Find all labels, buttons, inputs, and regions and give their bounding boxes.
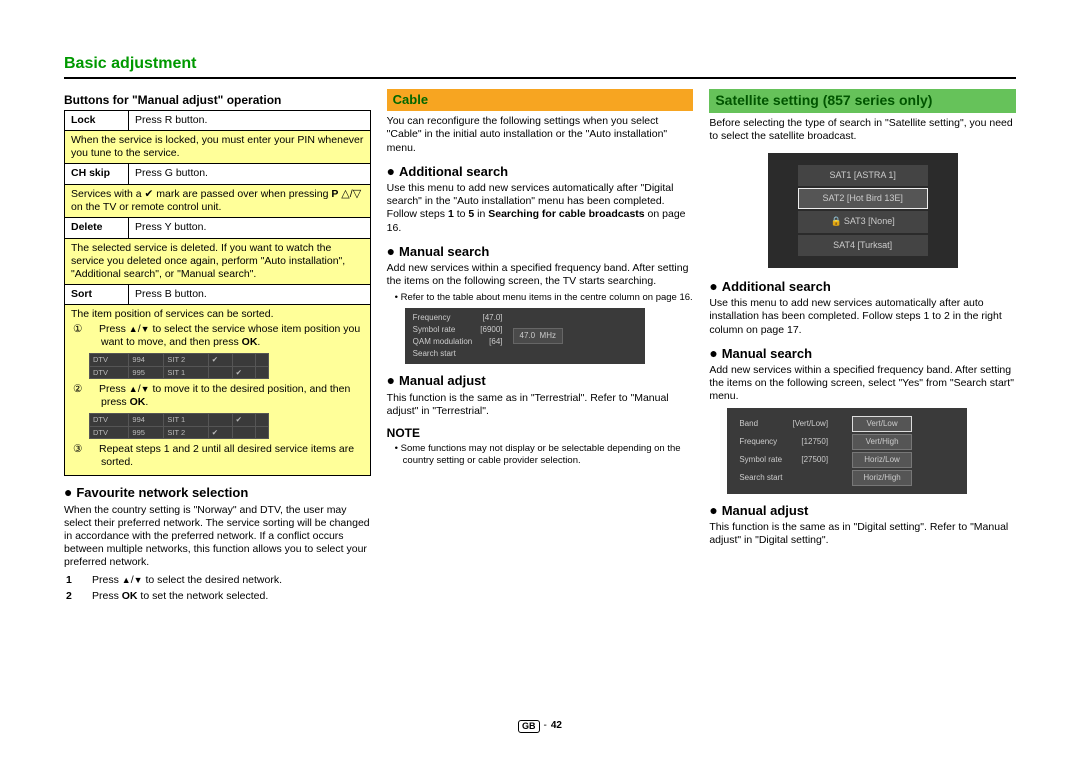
delete-action: Press Y button.: [129, 218, 371, 238]
band-option[interactable]: Horiz/High: [852, 470, 912, 486]
page-title: Basic adjustment: [64, 54, 1016, 79]
column-center: Cable You can reconfigure the following …: [387, 89, 694, 712]
band-option[interactable]: Horiz/Low: [852, 452, 912, 468]
spec-heading: Buttons for "Manual adjust" operation: [64, 93, 371, 108]
dtv-table-1: DTV994SIT 2✔DTV995SIT 1✔: [89, 353, 269, 379]
satellite-intro: Before selecting the type of search in "…: [709, 117, 1016, 143]
cable-freq-box: Frequency[47.0]Symbol rate[6900]QAM modu…: [405, 308, 645, 364]
cable-intro: You can reconfigure the following settin…: [387, 115, 694, 154]
delete-label: Delete: [65, 218, 129, 238]
page: Basic adjustment Buttons for "Manual adj…: [0, 0, 1080, 763]
chskip-action: Press G button.: [129, 164, 371, 184]
favnet-step2: 2Press OK to set the network selected.: [80, 590, 371, 603]
band-table: Band[Vert/Low]Frequency[12750]Symbol rat…: [733, 414, 834, 488]
sort-label: Sort: [65, 284, 129, 304]
favnet-down-icon: [134, 574, 143, 586]
satellite-item[interactable]: 🔒SAT3 [None]: [798, 211, 928, 232]
band-option[interactable]: Vert/Low: [852, 416, 912, 432]
sort-up-icon: [129, 323, 138, 335]
sort-down-icon-2: [141, 383, 150, 395]
satellite-item[interactable]: SAT2 [Hot Bird 13E]: [798, 188, 928, 209]
p-down-icon: [353, 188, 361, 200]
cable-mansearch-body: Add new services within a specified freq…: [387, 262, 694, 288]
sort-action: Press B button.: [129, 284, 371, 304]
favnet-body: When the country setting is "Norway" and…: [64, 504, 371, 570]
band-option[interactable]: Vert/High: [852, 434, 912, 450]
satellite-banner: Satellite setting (857 series only): [709, 89, 1016, 113]
band-box: Band[Vert/Low]Frequency[12750]Symbol rat…: [727, 408, 967, 494]
chskip-desc: Services with a ✔ mark are passed over w…: [65, 184, 371, 218]
spec-table: Lock Press R button. When the service is…: [64, 110, 371, 476]
cable-note-bullet: Some functions may not display or be sel…: [387, 443, 694, 467]
page-footer: GB - 42: [64, 720, 1016, 733]
satellite-list-box: SAT1 [ASTRA 1]SAT2 [Hot Bird 13E]🔒SAT3 […: [768, 153, 958, 268]
satellite-item[interactable]: SAT1 [ASTRA 1]: [798, 165, 928, 186]
delete-desc: The selected service is deleted. If you …: [65, 238, 371, 284]
sort-down-icon: [141, 323, 150, 335]
p-up-icon: [341, 188, 349, 200]
cable-add-body: Use this menu to add new services automa…: [387, 182, 694, 235]
sort-step2: ②Press / to move it to the desired posit…: [87, 383, 364, 409]
favnet-step1: 1Press / to select the desired network.: [80, 574, 371, 587]
sort-desc-cell: The item position of services can be sor…: [65, 305, 371, 476]
sort-lead: The item position of services can be sor…: [71, 308, 364, 321]
favnet-heading: Favourite network selection: [64, 484, 371, 502]
column-right: Satellite setting (857 series only) Befo…: [709, 89, 1016, 712]
sort-up-icon-2: [129, 383, 138, 395]
region-badge: GB: [518, 720, 540, 733]
content-columns: Buttons for "Manual adjust" operation Lo…: [64, 89, 1016, 712]
satellite-item[interactable]: SAT4 [Turksat]: [798, 235, 928, 256]
lock-desc: When the service is locked, you must ent…: [65, 131, 371, 164]
sat-mansearch-body: Add new services within a specified freq…: [709, 364, 1016, 403]
page-number: 42: [551, 720, 562, 733]
sat-manadj-heading: Manual adjust: [709, 502, 1016, 520]
cable-note-title: NOTE: [387, 426, 694, 441]
chskip-label: CH skip: [65, 164, 129, 184]
dtv-table-2: DTV994SIT 1✔DTV995SIT 2✔: [89, 413, 269, 439]
lock-icon: 🔒: [831, 216, 842, 226]
sat-manadj-body: This function is the same as in "Digital…: [709, 521, 1016, 547]
cable-manadj-heading: Manual adjust: [387, 372, 694, 390]
cable-mansearch-heading: Manual search: [387, 243, 694, 261]
sort-step3: ③Repeat steps 1 and 2 until all desired …: [87, 443, 364, 469]
sat-add-body: Use this menu to add new services automa…: [709, 297, 1016, 336]
sat-mansearch-heading: Manual search: [709, 345, 1016, 363]
band-options: Vert/Low Vert/High Horiz/Low Horiz/High: [852, 414, 912, 488]
cable-banner: Cable: [387, 89, 694, 111]
lock-action: Press R button.: [129, 111, 371, 131]
sat-add-heading: Additional search: [709, 278, 1016, 296]
lock-label: Lock: [65, 111, 129, 131]
favnet-up-icon: [122, 574, 131, 586]
sort-step1: ①Press / to select the service whose ite…: [87, 323, 364, 349]
cable-mansearch-note: Refer to the table about menu items in t…: [387, 292, 694, 304]
column-left: Buttons for "Manual adjust" operation Lo…: [64, 89, 371, 712]
cable-freq-table: Frequency[47.0]Symbol rate[6900]QAM modu…: [409, 312, 507, 360]
cable-manadj-body: This function is the same as in "Terrest…: [387, 392, 694, 418]
cable-add-heading: Additional search: [387, 163, 694, 181]
cable-freq-value-box: 47.0 MHz: [513, 328, 563, 344]
